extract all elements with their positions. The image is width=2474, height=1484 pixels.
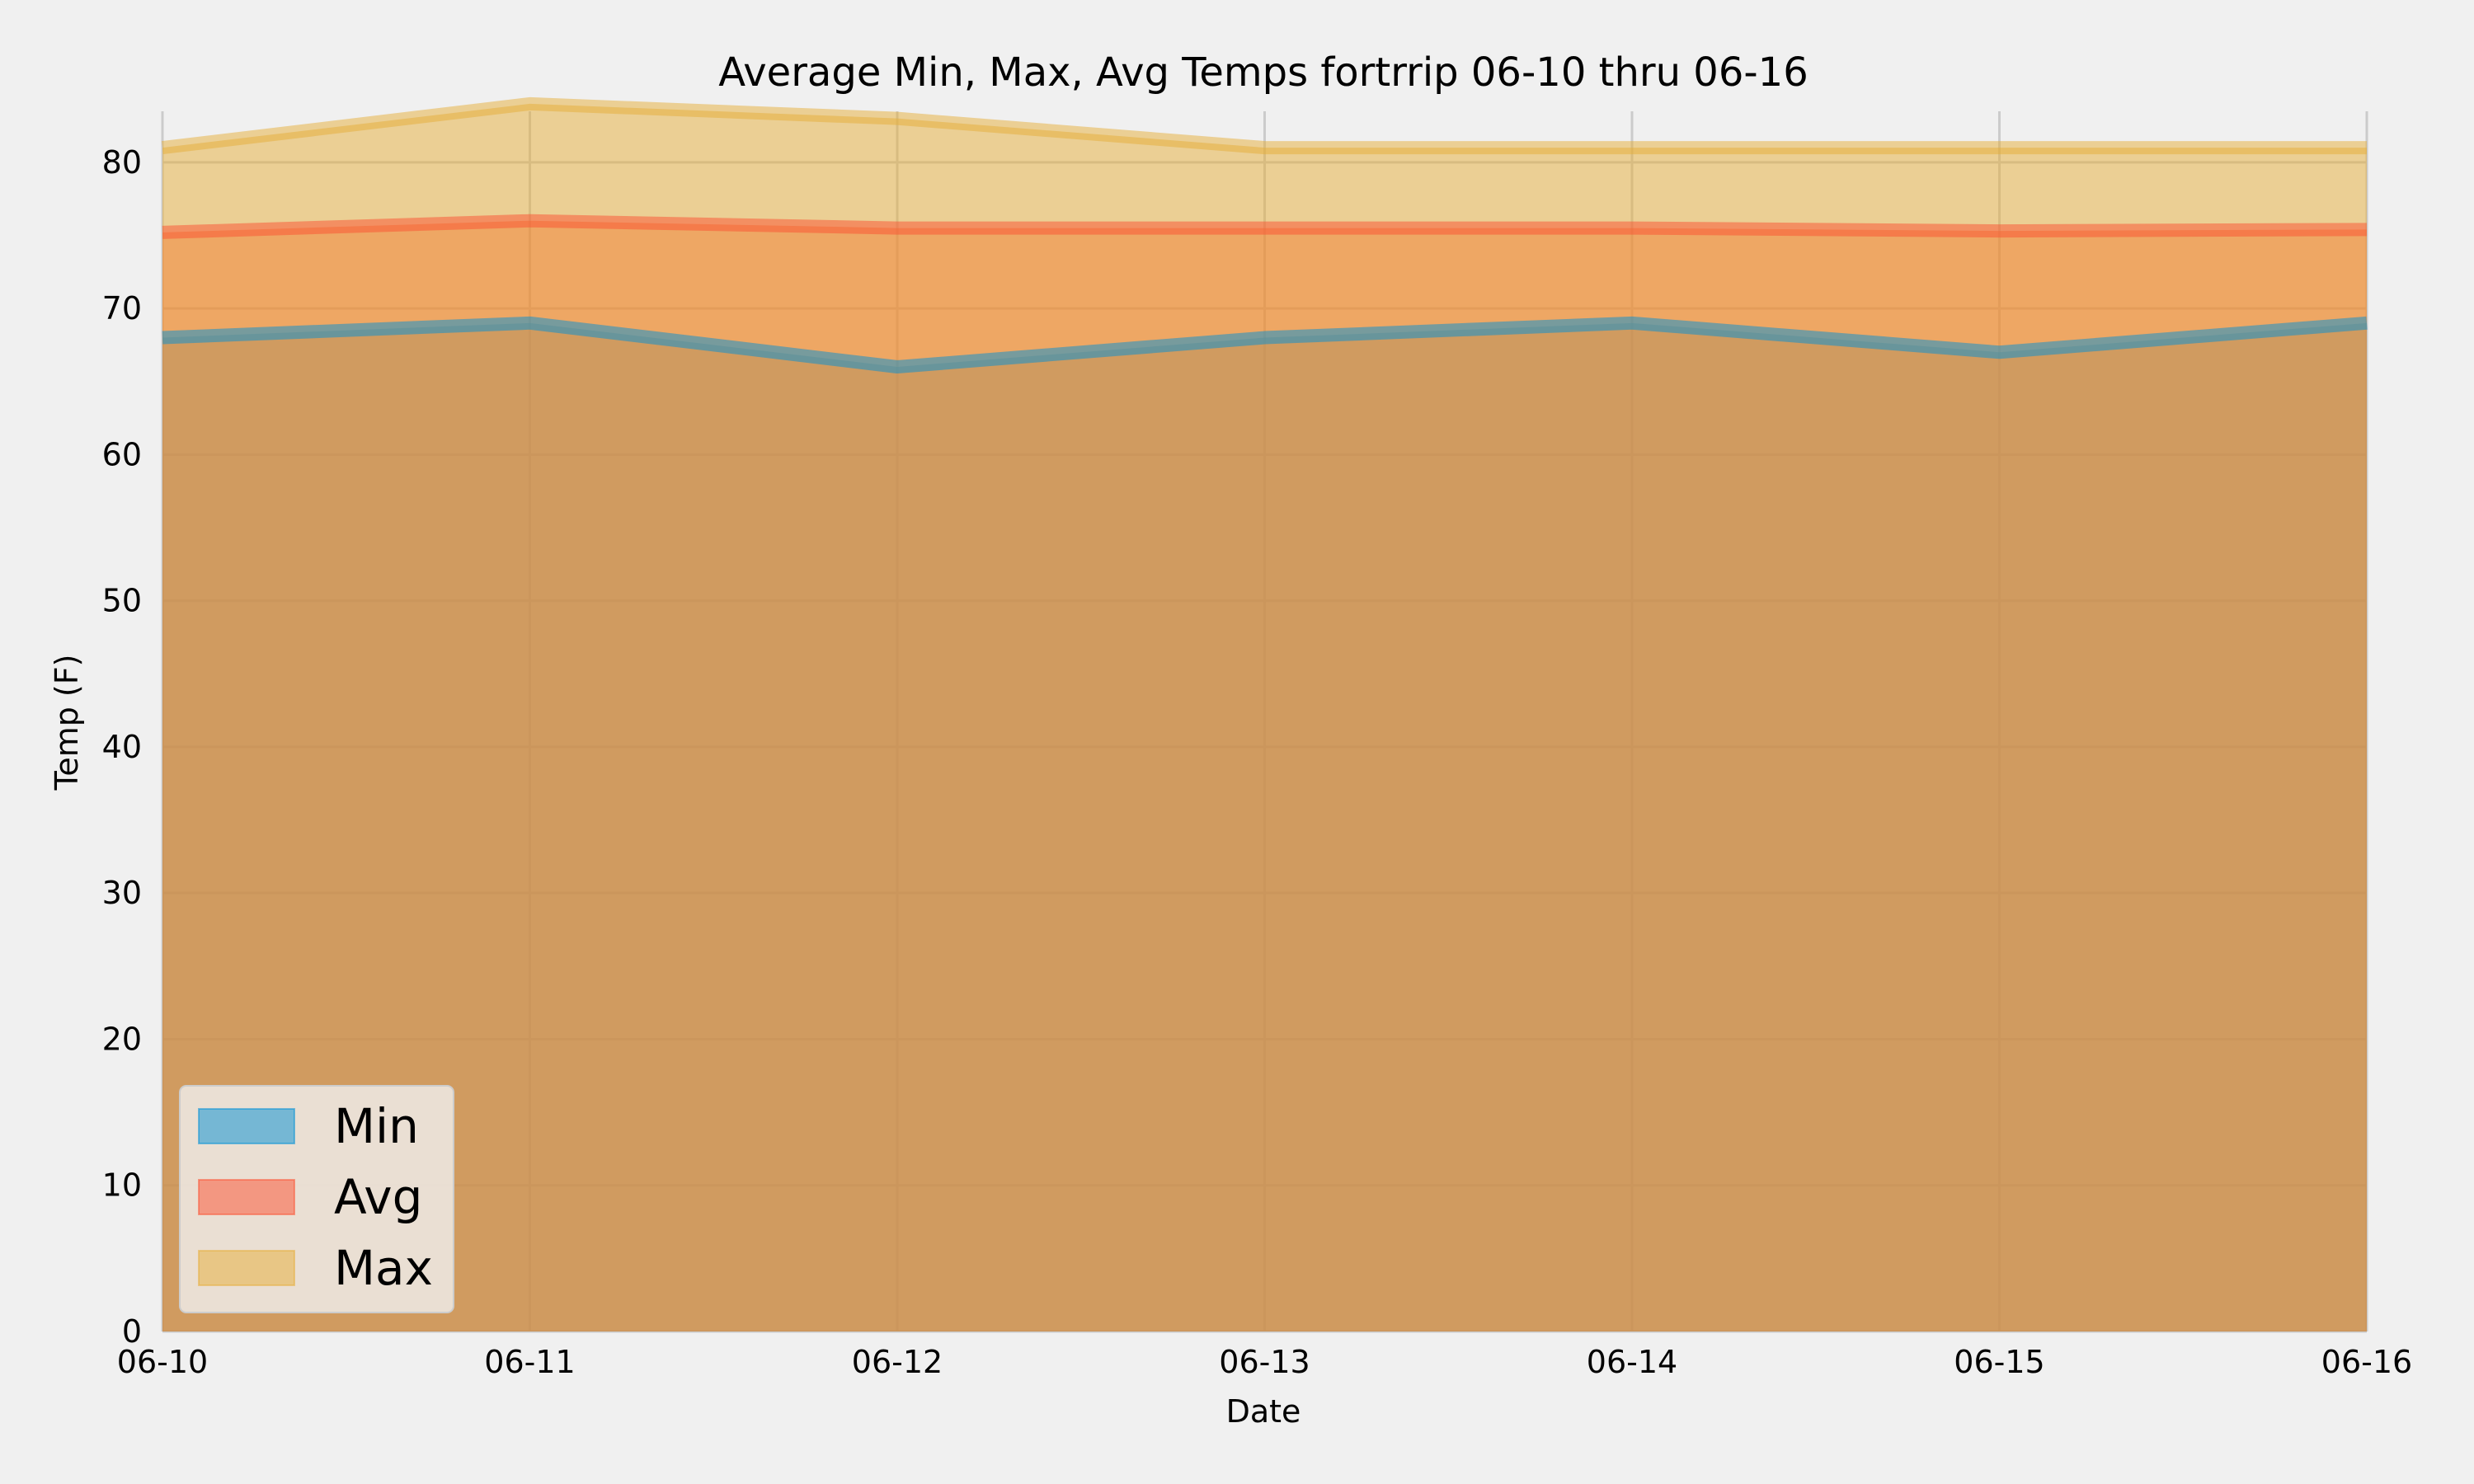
x-tick-label: 06-11	[484, 1344, 575, 1380]
x-tick-label: 06-16	[2321, 1344, 2412, 1380]
y-tick-label: 20	[102, 1021, 142, 1057]
legend-swatch-avg	[198, 1179, 295, 1215]
x-tick-label: 06-12	[852, 1344, 943, 1380]
line-min	[162, 316, 2368, 373]
legend-swatch-min	[198, 1108, 295, 1144]
y-tick-label: 30	[102, 875, 142, 911]
legend: Min Avg Max	[179, 1085, 454, 1313]
y-tick-label: 80	[102, 144, 142, 181]
legend-label-avg: Avg	[334, 1169, 422, 1225]
series-areas	[162, 103, 2367, 1332]
line-max	[162, 96, 2367, 155]
y-axis-label: Temp (F)	[49, 655, 85, 791]
y-tick-label: 10	[102, 1167, 142, 1204]
series-lines	[162, 96, 2368, 373]
legend-swatch-max	[198, 1250, 295, 1286]
chart-title: Average Min, Max, Avg Temps fortrrip 06-…	[718, 49, 1808, 96]
x-tick-label: 06-15	[1954, 1344, 2044, 1380]
x-tick-label: 06-10	[117, 1344, 208, 1380]
y-tick-label: 60	[102, 436, 142, 472]
legend-items: Min Avg Max	[198, 1098, 433, 1296]
legend-label-min: Min	[334, 1098, 419, 1154]
y-tick-label: 0	[122, 1313, 142, 1350]
line-avg	[162, 214, 2368, 239]
x-tick-label: 06-13	[1219, 1344, 1310, 1380]
y-tick-label: 70	[102, 290, 142, 326]
area-max	[162, 103, 2367, 1332]
legend-label-max: Max	[334, 1240, 433, 1296]
y-tick-label: 50	[102, 583, 142, 619]
tick-labels: 0 10 20 30 40 50 60 70 80 06-10 06-11 06-12 06-13 06-…	[102, 144, 2413, 1380]
x-axis-label: Date	[1226, 1393, 1301, 1430]
x-tick-label: 06-14	[1587, 1344, 1677, 1380]
y-tick-label: 40	[102, 729, 142, 765]
